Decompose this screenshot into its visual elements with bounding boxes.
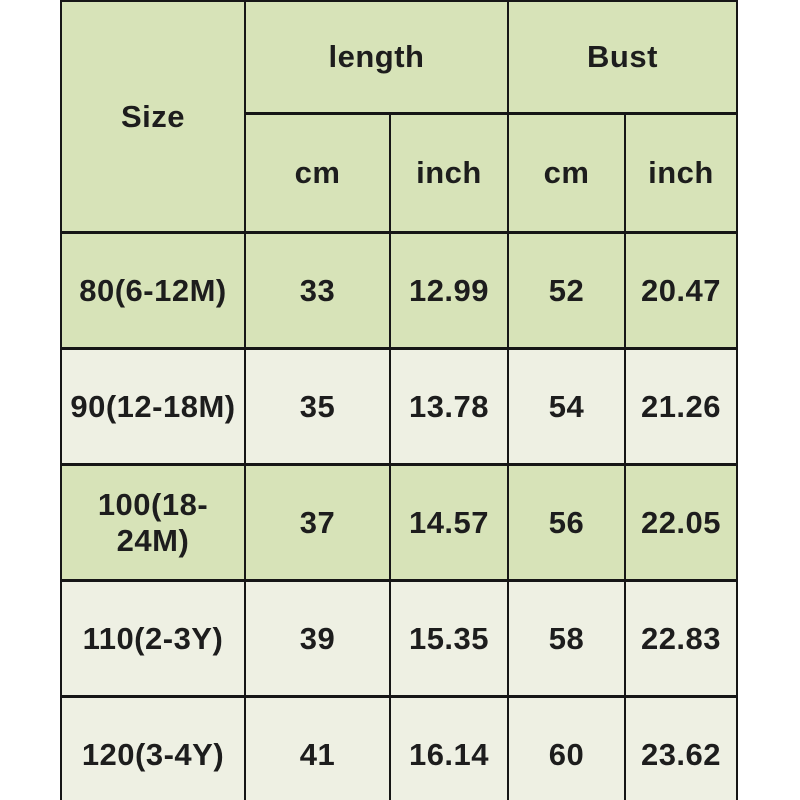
size-table-body: 80(6-12M) 33 12.99 52 20.47 90(12-18M) 35 13.78…	[60, 231, 738, 800]
size-cell: 80(6-12M)	[60, 231, 246, 350]
size-cell: 90(12-18M)	[60, 347, 246, 466]
value-cell: 22.05	[624, 463, 738, 582]
header-bust-inch: inch	[624, 112, 738, 234]
value-cell: 16.14	[389, 695, 509, 800]
table-row: 110(2-3Y) 39 15.35 58 22.83	[60, 579, 738, 698]
header-group-row: Size length Bust	[60, 0, 738, 234]
header-length-cm: cm	[244, 112, 391, 234]
value-cell: 22.83	[624, 579, 738, 698]
value-cell: 15.35	[389, 579, 509, 698]
value-cell: 23.62	[624, 695, 738, 800]
value-cell: 60	[507, 695, 626, 800]
value-cell: 12.99	[389, 231, 509, 350]
header-size: Size	[60, 0, 246, 234]
value-cell: 37	[244, 463, 391, 582]
table-row: 100(18-24M) 37 14.57 56 22.05	[60, 463, 738, 582]
header-length-group: length	[244, 0, 509, 115]
value-cell: 21.26	[624, 347, 738, 466]
header-bust-group: Bust	[507, 0, 738, 115]
value-cell: 58	[507, 579, 626, 698]
table-row: 80(6-12M) 33 12.99 52 20.47	[60, 231, 738, 350]
value-cell: 41	[244, 695, 391, 800]
value-cell: 39	[244, 579, 391, 698]
header-length-inch: inch	[389, 112, 509, 234]
header-bust-cm: cm	[507, 112, 626, 234]
value-cell: 14.57	[389, 463, 509, 582]
value-cell: 33	[244, 231, 391, 350]
table-row: 90(12-18M) 35 13.78 54 21.26	[60, 347, 738, 466]
value-cell: 56	[507, 463, 626, 582]
header-unit-row: cm inch cm inch	[61, 112, 738, 234]
value-cell: 20.47	[624, 231, 738, 350]
value-cell: 13.78	[389, 347, 509, 466]
size-cell: 100(18-24M)	[60, 463, 246, 582]
value-cell: 54	[507, 347, 626, 466]
value-cell: 52	[507, 231, 626, 350]
value-cell: 35	[244, 347, 391, 466]
size-cell: 110(2-3Y)	[60, 579, 246, 698]
size-cell: 120(3-4Y)	[60, 695, 246, 800]
size-chart-table: Size length Bust cm inch cm inch 80(6-12…	[60, 0, 738, 800]
table-row: 120(3-4Y) 41 16.14 60 23.62	[60, 695, 738, 800]
